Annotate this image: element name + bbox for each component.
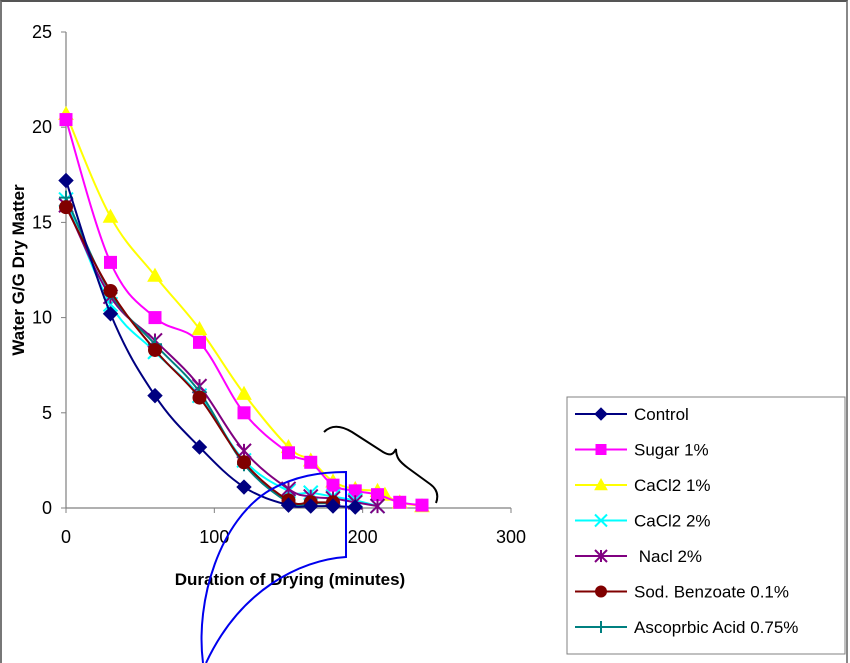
diamond-marker-icon: [280, 497, 297, 513]
curly-brace-annotation: [323, 425, 439, 504]
y-axis-title: Water G/G Dry Matter: [9, 184, 28, 356]
diamond-marker-icon: [191, 439, 208, 455]
y-tick-label: 15: [32, 212, 52, 232]
triangle-marker-icon: [147, 267, 163, 282]
legend-item: Control: [575, 405, 689, 424]
x-marker-icon: [594, 513, 608, 528]
legend-item: Ascoprbic Acid 0.75%: [575, 618, 798, 637]
series-cacl2-2-: [58, 191, 386, 514]
circle-marker-icon: [103, 283, 118, 298]
diamond-marker-icon: [303, 498, 319, 514]
series-nacl-2-: [58, 197, 386, 514]
diamond-marker-icon: [102, 306, 119, 322]
circle-marker-icon: [59, 200, 73, 215]
legend-item: CaCl2 1%: [575, 476, 711, 495]
y-axis-ticks: 0 5 10 15 20 25: [32, 22, 66, 518]
diamond-marker-icon: [236, 479, 252, 495]
diamond-marker-icon: [594, 407, 608, 421]
triangle-marker-icon: [102, 208, 119, 223]
y-tick-label: 5: [42, 403, 52, 423]
legend-label: Sod. Benzoate 0.1%: [634, 583, 789, 602]
series-sugar-1-: [59, 113, 429, 512]
circle-marker-icon: [595, 585, 607, 598]
x-axis-ticks: 0 100 200 300: [61, 508, 526, 547]
square-marker-icon: [193, 335, 206, 349]
plus-marker-icon: [595, 621, 607, 633]
axes: [65, 32, 511, 509]
y-tick-label: 0: [42, 498, 52, 518]
series-control: [58, 172, 363, 515]
legend-item: Sod. Benzoate 0.1%: [575, 583, 789, 602]
diamond-marker-icon: [325, 498, 341, 514]
legend-item: Sugar 1%: [575, 441, 709, 460]
series-sod-benzoate-0-1-: [59, 200, 340, 510]
triangle-marker-icon: [594, 477, 608, 491]
square-marker-icon: [371, 488, 384, 502]
legend-item: Nacl 2%: [575, 547, 702, 566]
legend-label: Nacl 2%: [634, 547, 702, 566]
triangle-marker-icon: [236, 385, 252, 400]
y-tick-label: 10: [32, 308, 52, 328]
legend-label: Control: [634, 405, 689, 424]
square-marker-icon: [59, 113, 73, 127]
square-marker-icon: [595, 444, 607, 455]
x-tick-label: 200: [348, 527, 378, 547]
diamond-marker-icon: [58, 172, 74, 189]
legend-label: Sugar 1%: [634, 441, 709, 460]
diamond-marker-icon: [347, 499, 363, 515]
asterisk-marker-icon: [594, 549, 608, 563]
circle-marker-icon: [192, 390, 207, 405]
series-layer: [58, 105, 430, 515]
square-marker-icon: [148, 311, 162, 325]
square-marker-icon: [282, 446, 295, 460]
legend-label: CaCl2 2%: [634, 512, 711, 531]
triangle-marker-icon: [191, 320, 208, 336]
legend-box: [566, 396, 846, 655]
circle-marker-icon: [237, 455, 251, 470]
x-tick-label: 300: [496, 527, 526, 547]
square-marker-icon: [304, 455, 318, 469]
x-tick-label: 100: [199, 527, 229, 547]
legend-label: CaCl2 1%: [634, 476, 711, 495]
square-marker-icon: [104, 255, 117, 269]
square-marker-icon: [393, 495, 407, 509]
legend: Control Sugar 1% CaCl2 1% CaCl2 2% Nacl 2% S…: [566, 396, 846, 655]
blue-outline-annotation: [200, 470, 347, 663]
square-marker-icon: [237, 406, 251, 420]
x-axis-title: Duration of Drying (minutes): [175, 570, 405, 589]
legend-label: Ascoprbic Acid 0.75%: [634, 618, 798, 637]
circle-marker-icon: [148, 342, 162, 357]
square-marker-icon: [415, 498, 429, 512]
y-tick-label: 25: [32, 22, 52, 42]
diamond-marker-icon: [147, 387, 163, 404]
legend-item: CaCl2 2%: [575, 512, 711, 531]
x-tick-label: 0: [61, 527, 71, 547]
square-marker-icon: [326, 478, 340, 492]
asterisk-marker-icon: [369, 498, 386, 514]
y-tick-label: 20: [32, 117, 52, 137]
